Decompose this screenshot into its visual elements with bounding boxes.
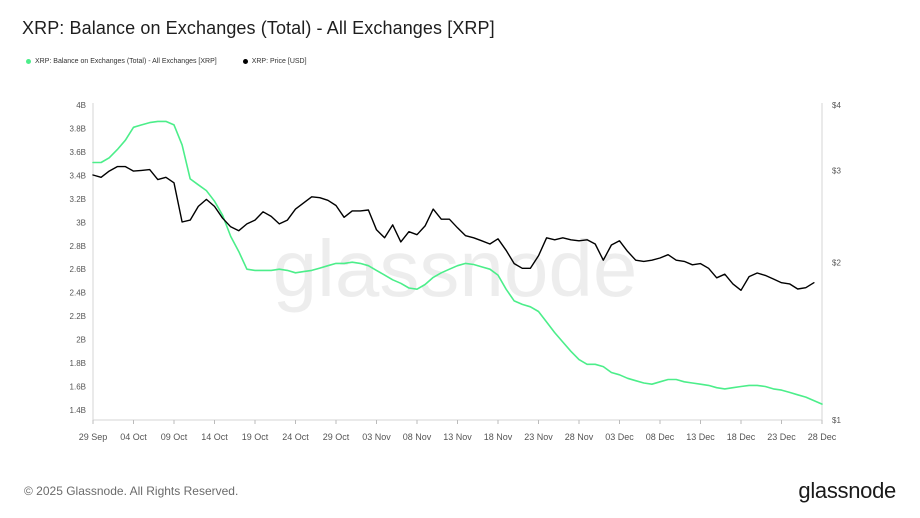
x-tick-label: 14 Oct xyxy=(201,432,228,442)
x-tick-label: 23 Dec xyxy=(767,432,796,442)
y-left-tick-label: 2.8B xyxy=(70,242,86,251)
legend-item-balance[interactable]: XRP: Balance on Exchanges (Total) - All … xyxy=(26,58,217,65)
y-left-tick-label: 3.8B xyxy=(70,124,86,133)
y-left-tick-label: 2.4B xyxy=(70,289,86,298)
y-right-tick-label: $1 xyxy=(832,416,841,425)
chart-legend: XRP: Balance on Exchanges (Total) - All … xyxy=(26,58,307,65)
x-tick-label: 19 Oct xyxy=(242,432,269,442)
y-left-tick-label: 3.4B xyxy=(70,171,86,180)
x-tick-label: 08 Dec xyxy=(646,432,675,442)
legend-label-price: XRP: Price [USD] xyxy=(251,58,307,65)
x-tick-label: 08 Nov xyxy=(403,432,432,442)
y-left-tick-label: 2B xyxy=(76,336,86,345)
legend-label-balance: XRP: Balance on Exchanges (Total) - All … xyxy=(35,58,217,65)
x-tick-label: 13 Nov xyxy=(443,432,472,442)
y-left-tick-label: 4B xyxy=(76,101,86,110)
x-tick-label: 29 Oct xyxy=(323,432,350,442)
y-left-tick-label: 1.4B xyxy=(70,406,86,415)
x-tick-label: 24 Oct xyxy=(282,432,309,442)
y-left-tick-label: 3.6B xyxy=(70,148,86,157)
balance-line xyxy=(92,120,823,405)
y-right-tick-label: $4 xyxy=(832,101,841,110)
series-layer xyxy=(92,120,823,405)
x-tick-label: 03 Nov xyxy=(362,432,391,442)
y-left-tick-label: 3.2B xyxy=(70,195,86,204)
y-axis-right-ticks: $1 $2 $3 $4 xyxy=(832,101,841,425)
x-axis-ticks: 29 Sep 04 Oct 09 Oct 14 Oct 19 Oct 24 Oct 29 O… xyxy=(79,420,837,442)
y-left-tick-label: 3B xyxy=(76,218,86,227)
x-tick-label: 28 Nov xyxy=(565,432,594,442)
copyright-text: © 2025 Glassnode. All Rights Reserved. xyxy=(24,484,239,498)
y-right-tick-label: $3 xyxy=(832,166,841,175)
y-left-tick-label: 1.8B xyxy=(70,359,86,368)
y-left-tick-label: 2.6B xyxy=(70,265,86,274)
price-line xyxy=(92,165,815,291)
y-left-tick-label: 1.6B xyxy=(70,383,86,392)
x-tick-label: 13 Dec xyxy=(686,432,715,442)
x-tick-label: 18 Dec xyxy=(727,432,756,442)
y-left-tick-label: 2.2B xyxy=(70,312,86,321)
watermark: glassnode xyxy=(273,224,638,313)
chart-title: XRP: Balance on Exchanges (Total) - All … xyxy=(22,18,495,38)
x-tick-label: 28 Dec xyxy=(808,432,837,442)
x-tick-label: 09 Oct xyxy=(161,432,188,442)
chart-canvas: glassnode 1.4B 1.6B 1.8B 2B 2.2B 2.4B 2.6B 2.8B… xyxy=(70,101,842,442)
legend-swatch-balance xyxy=(26,59,31,64)
legend-swatch-price xyxy=(242,59,248,64)
y-axis-left-ticks: 1.4B 1.6B 1.8B 2B 2.2B 2.4B 2.6B 2.8B 3B 3.2B 3.4B… xyxy=(70,101,86,415)
legend-item-price[interactable]: XRP: Price [USD] xyxy=(242,58,307,65)
x-tick-label: 18 Nov xyxy=(484,432,513,442)
x-tick-label: 23 Nov xyxy=(524,432,553,442)
x-tick-label: 04 Oct xyxy=(120,432,147,442)
y-right-tick-label: $2 xyxy=(832,259,841,268)
brand-logo: glassnode xyxy=(798,478,896,503)
x-tick-label: 29 Sep xyxy=(79,432,108,442)
x-tick-label: 03 Dec xyxy=(605,432,634,442)
